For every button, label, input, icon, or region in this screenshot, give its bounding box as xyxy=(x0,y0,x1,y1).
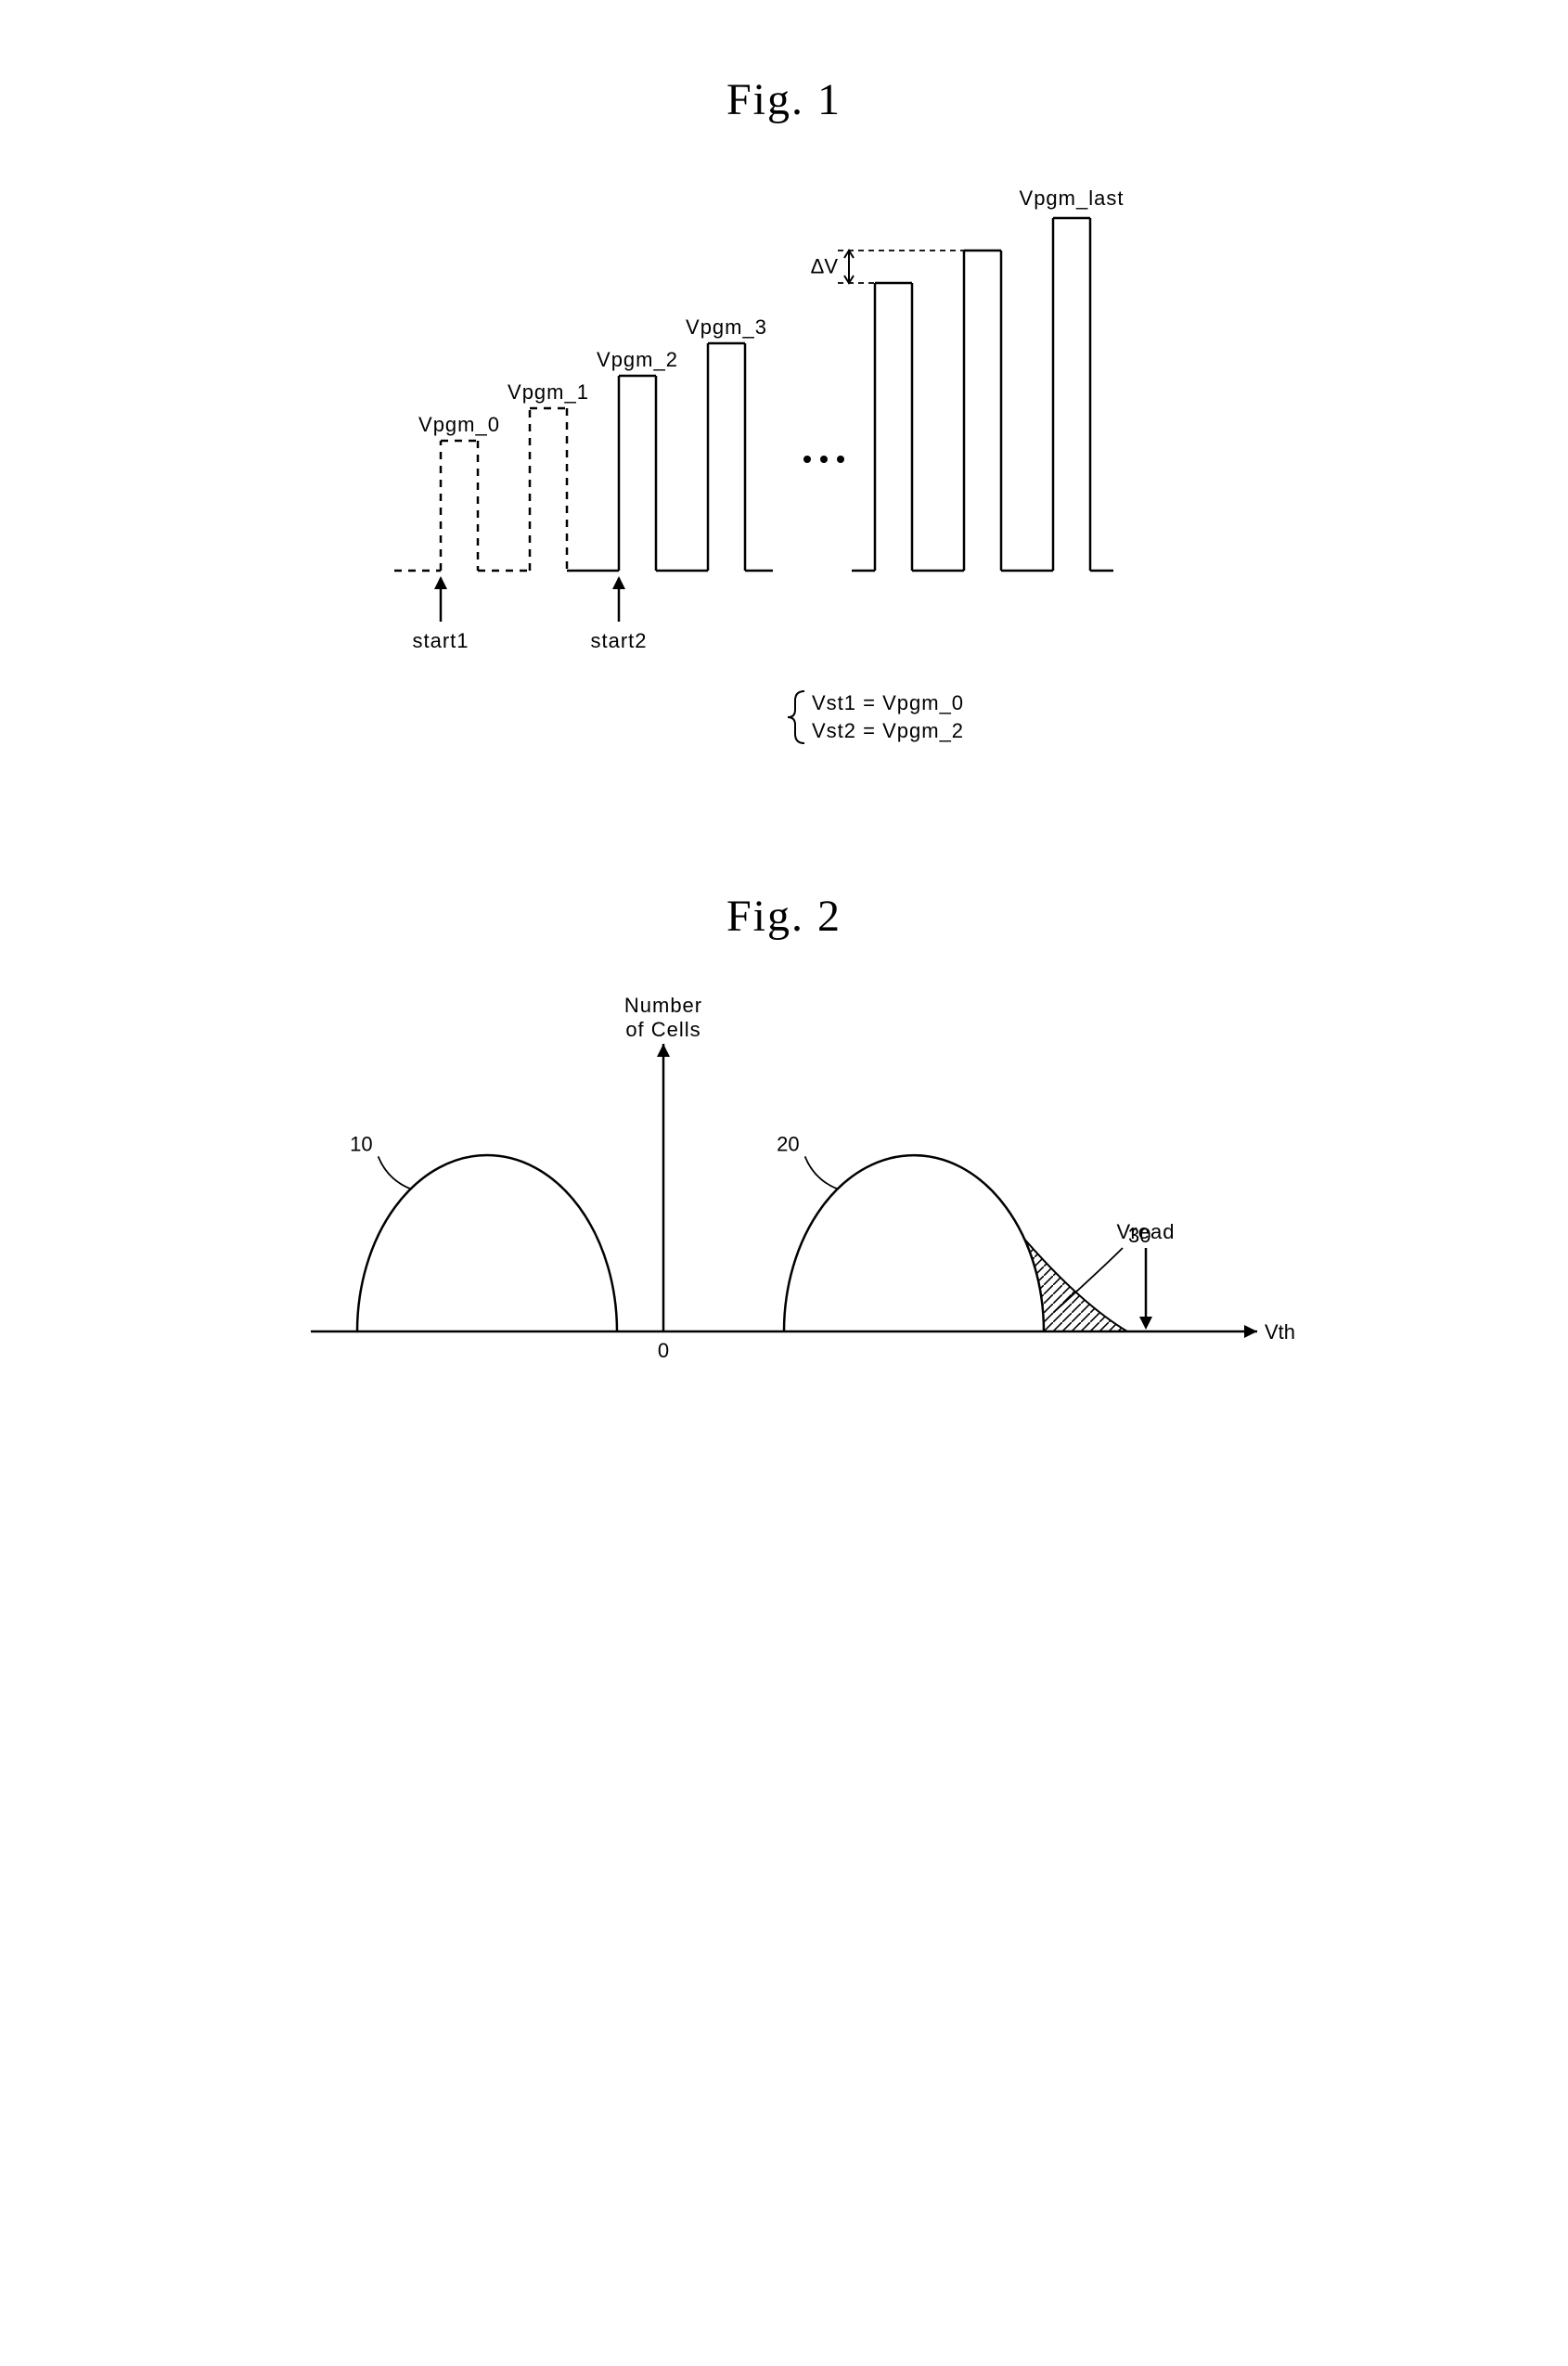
svg-text:of Cells: of Cells xyxy=(625,1018,700,1041)
svg-text:Vst2 = Vpgm_2: Vst2 = Vpgm_2 xyxy=(812,719,964,742)
fig1-title: Fig. 1 xyxy=(227,74,1341,125)
fig2-title: Fig. 2 xyxy=(227,891,1341,942)
fig1-svg: Vpgm_0 Vpgm_1 Vpgm_2 Vpgm_3 Vpgm_last ΔV start… xyxy=(366,181,1202,775)
svg-text:Vpgm_3: Vpgm_3 xyxy=(686,315,767,339)
fig2-svg: VthNumberof Cells0102030Vread xyxy=(274,997,1294,1406)
svg-text:Vpgm_2: Vpgm_2 xyxy=(597,348,678,371)
svg-text:start2: start2 xyxy=(590,629,647,652)
svg-text:0: 0 xyxy=(658,1339,669,1362)
svg-text:Vst1 = Vpgm_0: Vst1 = Vpgm_0 xyxy=(812,691,964,714)
svg-text:ΔV: ΔV xyxy=(811,255,839,278)
svg-text:Vread: Vread xyxy=(1117,1220,1176,1243)
svg-text:Vpgm_0: Vpgm_0 xyxy=(418,413,500,436)
fig2-container: VthNumberof Cells0102030Vread xyxy=(274,997,1294,1410)
fig1-container: Vpgm_0 Vpgm_1 Vpgm_2 Vpgm_3 Vpgm_last ΔV start… xyxy=(366,181,1202,779)
svg-text:10: 10 xyxy=(350,1132,372,1155)
page: Fig. 1 Vpgm_0 Vpgm_1 Vpgm_2 Vpgm_3 Vpgm_last… xyxy=(227,74,1341,1410)
svg-text:20: 20 xyxy=(777,1132,799,1155)
svg-text:Number: Number xyxy=(624,997,702,1017)
svg-text:Vpgm_1: Vpgm_1 xyxy=(508,380,589,404)
svg-text:Vth: Vth xyxy=(1265,1320,1294,1344)
svg-text:Vpgm_last: Vpgm_last xyxy=(1020,186,1125,210)
svg-text:start1: start1 xyxy=(412,629,469,652)
